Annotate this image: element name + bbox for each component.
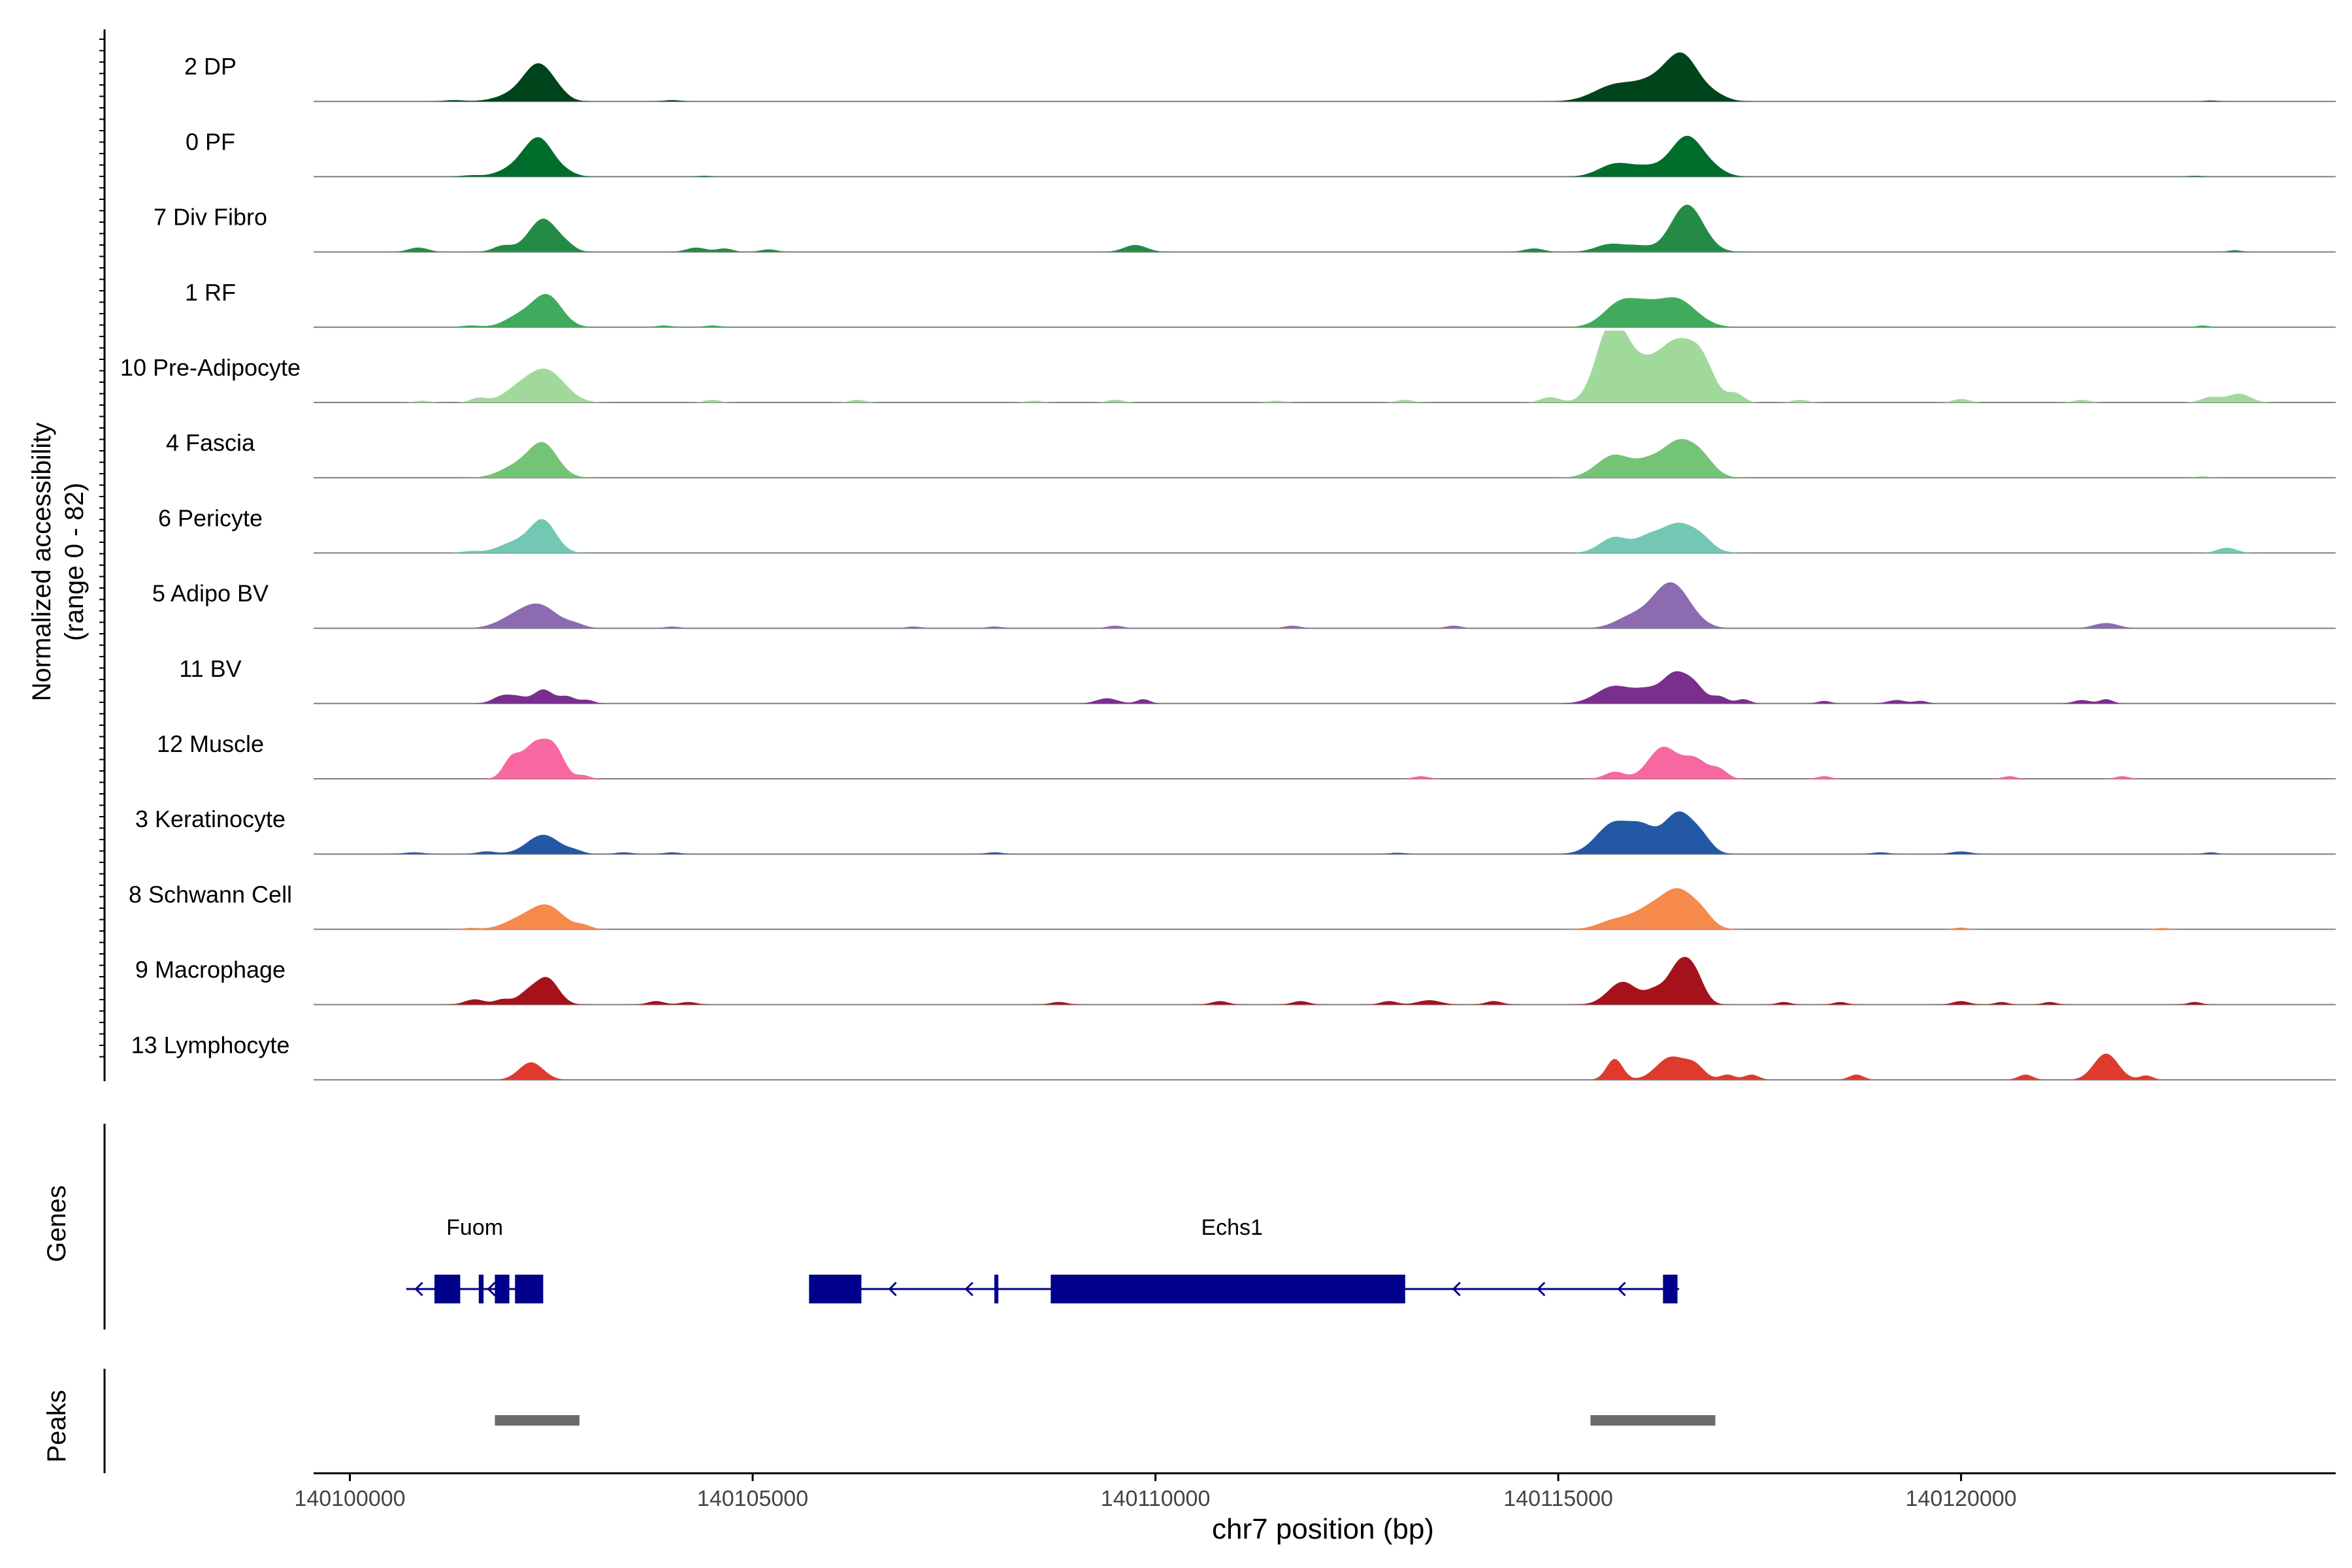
- gene-exon: [809, 1275, 862, 1303]
- accessibility-area: [314, 738, 2336, 779]
- strand-arrow-icon: [888, 1281, 897, 1297]
- strand-arrow-icon: [414, 1281, 423, 1297]
- track-label: 7 Div Fibro: [154, 204, 267, 231]
- track-label: 11 BV: [179, 655, 241, 682]
- y-axis-label-line2: (range 0 - 82): [60, 483, 89, 641]
- x-tick-label: 140100000: [294, 1486, 405, 1511]
- peaks-track-label: Peaks: [42, 1390, 71, 1462]
- peak-region-bar: [1590, 1415, 1716, 1426]
- track-label: 13 Lymphocyte: [131, 1032, 290, 1058]
- gene-exon: [515, 1275, 544, 1303]
- track-label: 9 Macrophage: [135, 956, 286, 983]
- gene-exon: [478, 1275, 484, 1303]
- gene-exon: [994, 1275, 999, 1303]
- accessibility-area: [314, 204, 2336, 252]
- track-label: 5 Adipo BV: [152, 580, 269, 607]
- track-label: 12 Muscle: [157, 730, 264, 757]
- track-label: 6 Pericyte: [158, 504, 263, 531]
- strand-arrow-icon: [1537, 1281, 1546, 1297]
- gene-exon: [434, 1275, 461, 1303]
- accessibility-area: [314, 519, 2336, 553]
- accessibility-area: [314, 1053, 2336, 1080]
- accessibility-area: [314, 331, 2336, 402]
- x-tick-label: 140120000: [1906, 1486, 2017, 1511]
- y-axis-label-line1: Normalized accessibility: [27, 423, 56, 702]
- accessibility-area: [314, 811, 2336, 855]
- gene-exon: [1663, 1275, 1678, 1303]
- genes-track-label: Genes: [42, 1185, 71, 1262]
- gene-name-label: Echs1: [1201, 1215, 1263, 1240]
- accessibility-area: [314, 956, 2336, 1005]
- accessibility-area: [314, 582, 2336, 629]
- peak-region-bar: [495, 1415, 580, 1426]
- accessibility-area: [314, 293, 2336, 327]
- track-label: 2 DP: [184, 53, 237, 80]
- strand-arrow-icon: [1617, 1281, 1626, 1297]
- x-tick-label: 140115000: [1503, 1486, 1613, 1511]
- track-label: 3 Keratinocyte: [135, 806, 286, 832]
- x-tick-label: 140105000: [697, 1486, 808, 1511]
- x-axis-label: chr7 position (bp): [1212, 1513, 1434, 1545]
- gene-exon: [495, 1275, 510, 1303]
- accessibility-area: [314, 135, 2336, 177]
- track-label: 1 RF: [185, 279, 236, 306]
- track-label: 4 Fascia: [166, 429, 255, 456]
- x-tick-label: 140110000: [1101, 1486, 1211, 1511]
- accessibility-area: [314, 888, 2336, 930]
- accessibility-area: [314, 52, 2336, 102]
- gene-exon: [1051, 1275, 1405, 1303]
- track-label: 0 PF: [186, 128, 235, 155]
- accessibility-area: [314, 439, 2336, 478]
- strand-arrow-icon: [964, 1281, 973, 1297]
- strand-arrow-icon: [487, 1281, 496, 1297]
- track-label: 10 Pre-Adipocyte: [120, 354, 301, 381]
- gene-name-label: Fuom: [446, 1215, 503, 1240]
- track-label: 8 Schwann Cell: [129, 881, 292, 907]
- strand-arrow-icon: [1452, 1281, 1461, 1297]
- accessibility-area: [314, 671, 2336, 704]
